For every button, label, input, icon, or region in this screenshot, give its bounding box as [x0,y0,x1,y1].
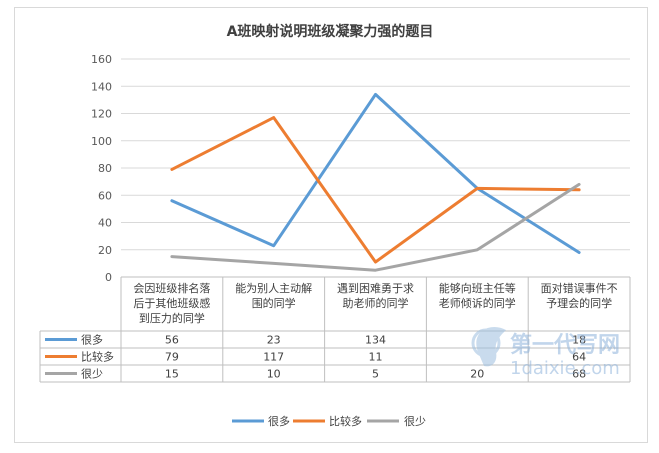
category-label: 遇到困难勇于求助老师的同学 [337,282,414,310]
category-label: 能为别人主动解围的同学 [235,281,312,310]
table-value: 10 [267,368,281,381]
y-tick-label: 140 [91,80,112,93]
category-label: 面对错误事件不予理会的同学 [541,281,618,310]
series-line-比较多 [170,116,581,264]
table-series-name: 很多 [81,333,103,347]
y-tick-label: 0 [105,271,112,284]
table-value: 11 [369,351,383,364]
series-line-很少 [170,182,581,272]
table-value: 15 [165,368,179,381]
table-series-name: 很少 [81,367,103,381]
watermark-line2: 1daixie.com [510,358,620,379]
table-value: 56 [165,334,179,347]
category-label: 会因班级排名落后于其他班级感到压力的同学 [133,281,210,325]
series-line-很多 [170,92,581,254]
y-tick-label: 40 [98,217,112,230]
y-tick-label: 120 [91,108,112,121]
table-value: 117 [263,351,284,364]
watermark-line1: 第一代写网 [510,332,620,358]
category-label: 能够向班主任等老师倾诉的同学 [439,281,516,310]
legend-label: 比较多 [329,414,362,428]
table-value: 20 [470,368,484,381]
legend-label: 很多 [268,414,290,428]
table-series-name: 比较多 [81,350,114,364]
y-tick-label: 160 [91,53,112,66]
table-value: 79 [165,351,179,364]
table-value: 23 [267,334,281,347]
y-tick-label: 60 [98,189,112,202]
legend-label: 很少 [404,414,426,428]
chart-frame [14,7,648,443]
table-value: 18 [572,334,586,347]
watermark-ring [471,328,501,358]
y-tick-label: 20 [98,244,112,257]
table-value: 68 [572,368,586,381]
y-tick-label: 80 [98,162,112,175]
table-value: 5 [372,368,379,381]
chart-title: A班映射说明班级凝聚力强的题目 [227,23,434,40]
watermark-logo-icon [476,326,506,367]
table-value: 134 [365,334,386,347]
y-tick-label: 100 [91,135,112,148]
table-value: 64 [572,351,586,364]
